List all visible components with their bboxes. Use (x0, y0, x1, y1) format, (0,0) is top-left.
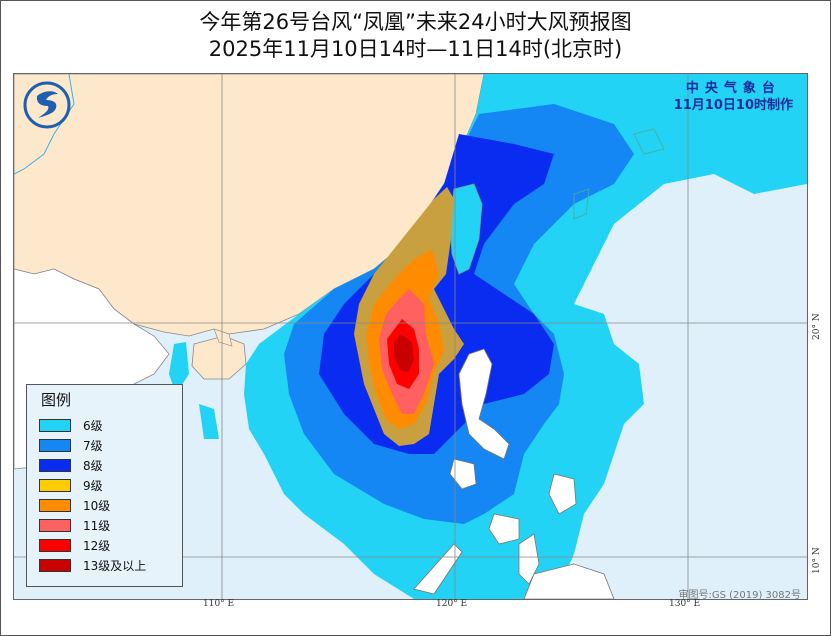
land-samar (548, 473, 577, 515)
agency-name: 中央气象台 (685, 81, 781, 96)
y-tick-10n: 10° N (812, 547, 822, 574)
wind-forecast-map (13, 73, 808, 600)
land-palawan (413, 543, 463, 595)
wind-band-13-plus (394, 334, 414, 372)
chart-subtitle-time-range: 2025年11月10日14时—11日14时(北京时) (208, 37, 623, 61)
legend-label: 10级 (83, 498, 111, 513)
land-luzon (458, 348, 510, 460)
chart-title: 今年第26号台风“凤凰”未来24小时大风预报图 (199, 10, 632, 34)
land-mindanao (523, 563, 615, 599)
issue-time: 11月10日10时制作 (673, 98, 793, 113)
legend-item-7: 7级 (39, 437, 103, 453)
legend-label: 12级 (83, 538, 111, 553)
legend-item-12: 12级 (39, 537, 110, 553)
legend-swatch (39, 418, 71, 432)
legend-title: 图例 (41, 391, 72, 409)
legend-label: 13级及以上 (83, 558, 147, 573)
legend-item-6: 6级 (39, 417, 103, 433)
legend-label: 7级 (83, 438, 103, 453)
legend-swatch (39, 538, 71, 552)
land-panay (488, 513, 520, 545)
legend-item-10: 10级 (39, 497, 110, 513)
legend-label: 9级 (83, 478, 103, 493)
legend-item-13-plus: 13级及以上 (39, 557, 146, 573)
y-tick-20n: 20° N (812, 313, 822, 340)
issuing-agency: 中央气象台 11月10日10时制作 (674, 80, 793, 114)
cma-dragon-logo-icon (23, 81, 71, 129)
legend-label: 6级 (83, 418, 103, 433)
legend-label: 11级 (83, 518, 111, 533)
legend-swatch (39, 558, 71, 572)
legend: 图例 6级 7级 8级 9级 10级 11级 12级 13级及以上 (26, 384, 183, 587)
legend-swatch (39, 478, 71, 492)
map-approval-number: 审图号:GS (2019) 3082号 (678, 590, 801, 601)
legend-label: 8级 (83, 458, 103, 473)
legend-swatch (39, 458, 71, 472)
legend-item-9: 9级 (39, 477, 103, 493)
legend-item-11: 11级 (39, 517, 110, 533)
x-tick-120e: 120° E (436, 599, 468, 609)
x-tick-110e: 110° E (203, 599, 235, 609)
land-mindoro (449, 458, 477, 490)
legend-swatch (39, 498, 71, 512)
legend-swatch (39, 438, 71, 452)
x-tick-130e: 130° E (669, 599, 701, 609)
legend-item-8: 8级 (39, 457, 103, 473)
legend-swatch (39, 518, 71, 532)
